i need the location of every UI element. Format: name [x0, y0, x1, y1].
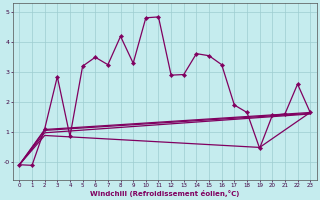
- X-axis label: Windchill (Refroidissement éolien,°C): Windchill (Refroidissement éolien,°C): [90, 190, 239, 197]
